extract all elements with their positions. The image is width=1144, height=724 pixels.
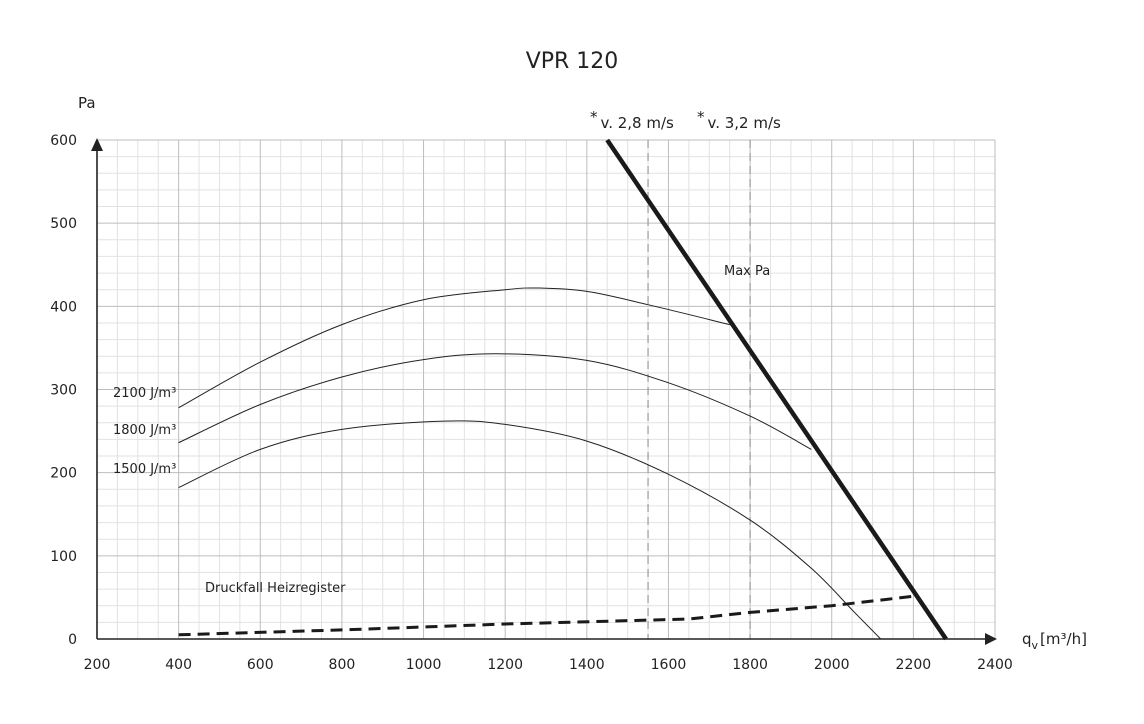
x-tick-label: 2400 [977,657,1013,673]
series-line-2100 [178,287,730,409]
series-line-max-pa [605,138,948,641]
x-tick-label: 1000 [406,657,442,673]
velocity-text-2: v. 3,2 m/s [708,114,782,132]
x-tick-label: 2000 [814,657,850,673]
x-tick-label: 400 [165,657,192,673]
series-layer [178,138,948,641]
x-tick-label: 800 [329,657,356,673]
x-tick-label: 2200 [896,657,932,673]
velocity-text-1: v. 2,8 m/s [601,114,675,132]
velocity-label-1: * v. 2,8 m/s [590,108,674,132]
x-axis-label-unit: [m³/h] [1040,630,1087,648]
x-tick-label: 1400 [569,657,605,673]
x-tick-label: 200 [84,657,111,673]
y-tick-label: 200 [50,466,77,482]
series-line-heizregister [178,594,918,637]
x-axis-label: qv [m³/h] [1022,630,1087,652]
x-axis-arrow-icon [985,633,997,645]
velocity-lines [647,140,751,639]
velocity-label-2: * v. 3,2 m/s [697,108,781,132]
tick-labels: 200 400 600 800 1000 1200 1400 1600 1800 2000 2200… [50,133,1013,673]
x-tick-label: 1600 [651,657,687,673]
x-axis-label-q: q [1022,630,1032,648]
y-axis-label: Pa [78,94,96,112]
chart-title: VPR 120 [526,49,619,74]
series-line-1500 [178,420,882,640]
x-tick-label: 1800 [732,657,768,673]
y-axis-arrow-icon [91,138,103,151]
y-tick-label: 0 [68,632,77,648]
x-axis-label-subscript: v [1032,639,1039,652]
x-tick-label: 1200 [487,657,523,673]
series-label-max-pa: Max Pa [724,264,770,279]
y-tick-label: 600 [50,133,77,149]
x-tick-label: 600 [247,657,274,673]
series-label-1800: 1800 J/m³ [113,423,176,438]
series-label-heizregister: Druckfall Heizregister [205,581,346,596]
velocity-marker-1: * [590,108,598,126]
y-tick-label: 500 [50,216,77,232]
series-label-1500: 1500 J/m³ [113,462,176,477]
y-tick-label: 100 [50,549,77,565]
velocity-marker-2: * [697,108,705,126]
y-tick-label: 400 [50,299,77,315]
series-line-1800 [178,353,812,450]
y-tick-label: 300 [50,383,77,399]
axes [91,138,997,645]
series-label-2100: 2100 J/m³ [113,386,176,401]
